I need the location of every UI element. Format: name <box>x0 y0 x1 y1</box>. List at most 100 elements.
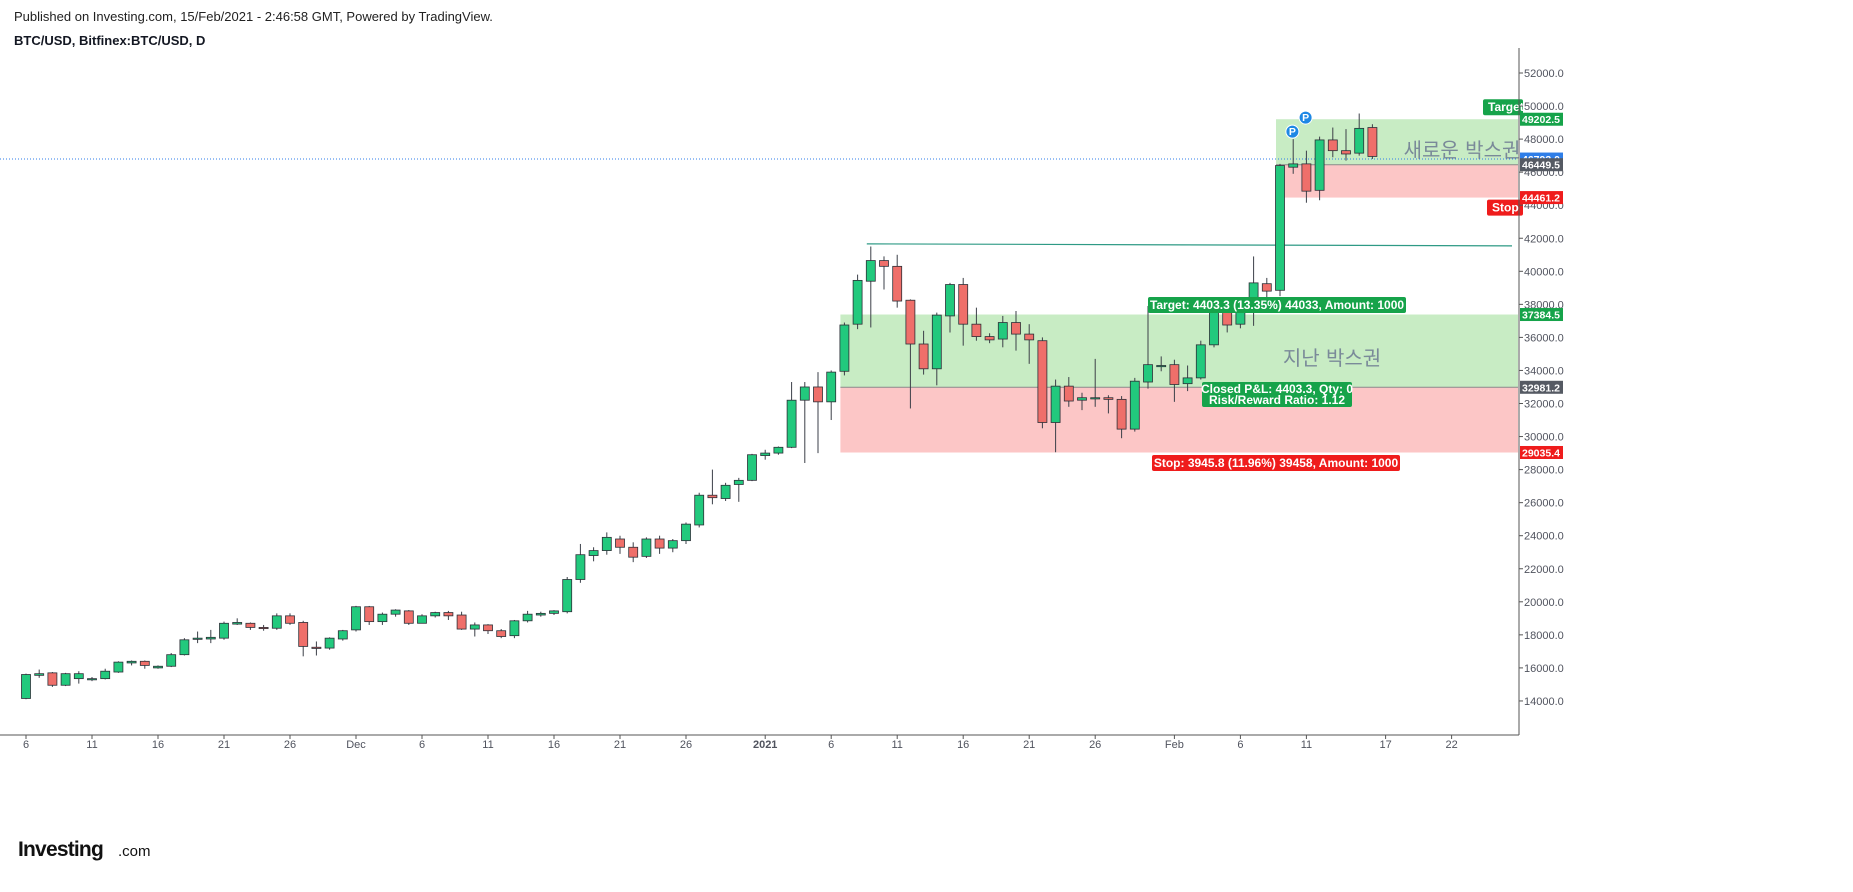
candle-body <box>549 610 559 614</box>
price-tick-label: 26000.0 <box>1524 498 1564 510</box>
candle-body <box>1090 397 1101 400</box>
trade-markers: PP <box>1285 110 1313 139</box>
price-tag-box <box>1520 308 1563 322</box>
candle-body <box>1354 127 1365 154</box>
candle-body <box>100 670 111 680</box>
candle-body <box>931 314 942 370</box>
time-tick-label: 6 <box>828 739 834 751</box>
candle-body <box>984 336 995 341</box>
price-tag: 37384.5 <box>1522 310 1560 322</box>
time-tick-label: 21 <box>218 739 230 751</box>
trade-marker <box>1285 124 1300 139</box>
candle-body <box>535 612 546 616</box>
zone-text: 새로운 박스권 <box>1404 138 1521 162</box>
candle-body <box>34 673 45 676</box>
candle-body <box>720 484 731 499</box>
position-labels: Target: 4403.3 (13.35%) 44033, Amount: 1… <box>1148 99 1524 471</box>
investing-logo: Investing .com <box>18 838 151 861</box>
resistance-line <box>866 243 1513 247</box>
risk-reward-label: Risk/Reward Ratio: 1.12 <box>1209 393 1345 407</box>
logo-main: Investing <box>18 838 103 861</box>
candle-body <box>417 615 427 624</box>
candle-body <box>760 452 771 456</box>
zone-text: 지난 박스권 <box>1283 346 1381 370</box>
candle-body <box>1314 139 1325 191</box>
closed-pnl-box <box>1202 382 1352 407</box>
price-tag: 29035.4 <box>1522 447 1560 459</box>
candle-body <box>628 546 639 558</box>
stop-label: Stop: 3945.8 (11.96%) 39458, Amount: 100… <box>1154 456 1399 470</box>
candle-body <box>1288 163 1299 168</box>
candle-body <box>245 622 256 628</box>
candle-body <box>707 494 718 499</box>
price-tag: 46449.5 <box>1522 160 1560 172</box>
candle-body <box>47 672 58 686</box>
candle-body <box>232 622 243 625</box>
candle-body <box>971 323 982 337</box>
price-tick-label: 34000.0 <box>1524 365 1564 377</box>
price-tag-box <box>1520 445 1563 459</box>
candle-body <box>522 613 533 622</box>
time-tick-label: 11 <box>891 739 902 751</box>
candle-body <box>192 637 203 640</box>
candle-body <box>747 454 757 481</box>
candle-body <box>694 494 705 526</box>
time-tick-label: 26 <box>680 739 692 751</box>
price-tick-label: 48000.0 <box>1524 134 1564 146</box>
target-label-box <box>1148 297 1406 313</box>
candle-body <box>575 554 586 580</box>
price-tag-box <box>1520 158 1563 172</box>
price-tick-label: 16000.0 <box>1524 663 1564 675</box>
price-axis: 14000.0 16000.0 18000.0 20000.0 22000.0 24000… <box>0 48 1564 736</box>
candle-body <box>773 446 784 454</box>
candle-body <box>1182 377 1193 385</box>
candle-body <box>337 630 348 640</box>
candle-body <box>205 636 216 640</box>
candle-body <box>865 260 876 282</box>
candle-body <box>139 660 150 666</box>
candle-body <box>1301 163 1312 192</box>
candle-body <box>60 673 71 686</box>
candle-body <box>1103 397 1114 400</box>
candles <box>21 113 1378 700</box>
price-tick-label: 18000.0 <box>1524 630 1564 642</box>
candle-body <box>364 606 375 623</box>
candle-body <box>1367 127 1378 157</box>
time-tick-label: 22 <box>1445 739 1457 751</box>
candle-body <box>153 665 163 669</box>
trade-marker <box>1298 110 1313 125</box>
stop-tag: Stop <box>1492 201 1519 215</box>
trade-marker-label: P <box>1302 112 1309 124</box>
time-tick-label: 6 <box>419 739 425 751</box>
candle-body <box>443 612 454 617</box>
price-tag-box <box>1520 191 1563 205</box>
price-tag: 49202.5 <box>1522 114 1560 126</box>
target-label: Target: 4403.3 (13.35%) 44033, Amount: 1… <box>1150 298 1404 312</box>
candle-body <box>918 343 929 370</box>
closed-pnl-label: Closed P&L: 4403.3, Qty: 0 <box>1201 382 1353 396</box>
candle-body <box>601 536 612 551</box>
candle-body <box>813 386 823 403</box>
candle-body <box>654 538 665 549</box>
candle-body <box>1129 380 1140 430</box>
time-axis: 6 11 16 21 26 Dec 6 11 16 21 26 2021 6 11 16 21 26 Feb 6 11… <box>23 735 1458 751</box>
candle-body <box>285 615 295 624</box>
time-tick-label: 26 <box>284 739 296 751</box>
stop-label-box <box>1152 455 1400 471</box>
candle-body <box>509 620 520 637</box>
candle-body <box>469 624 480 630</box>
candle-body <box>733 479 744 485</box>
candle-body <box>87 678 97 681</box>
candle-body <box>403 610 414 624</box>
price-tick-label: 14000.0 <box>1524 696 1564 708</box>
candle-body <box>588 550 599 556</box>
logo-suffix: .com <box>118 843 151 860</box>
price-tick-label: 24000.0 <box>1524 531 1564 543</box>
candle-body <box>562 579 573 613</box>
candle-body <box>73 673 84 680</box>
price-tick-label: 52000.0 <box>1524 68 1564 80</box>
price-tick-label: 22000.0 <box>1524 564 1564 576</box>
candle-body <box>311 646 322 649</box>
candle-body <box>879 260 889 267</box>
